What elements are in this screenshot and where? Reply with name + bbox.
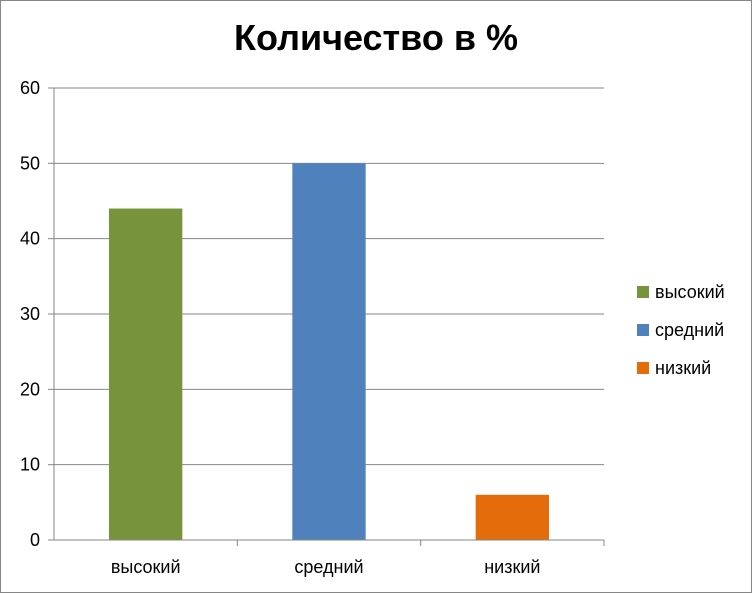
bars [109, 163, 549, 541]
x-tick-label: средний [294, 557, 363, 577]
legend-label-1: высокий [655, 282, 725, 302]
chart-title: Количество в % [234, 17, 518, 58]
y-tick-label: 50 [20, 153, 40, 173]
bar-2 [292, 163, 366, 541]
y-tick-label: 10 [20, 455, 40, 475]
y-tick-label: 60 [20, 78, 40, 98]
bar-1 [109, 208, 183, 541]
y-tick-label: 40 [20, 229, 40, 249]
legend-label-3: низкий [655, 358, 711, 378]
x-tick-label: высокий [111, 557, 181, 577]
legend-label-2: средний [655, 320, 724, 340]
x-tick-labels: высокий средний низкий [111, 557, 541, 577]
y-tick-labels: 0 10 20 30 40 50 60 [20, 78, 40, 550]
x-tick-label: низкий [484, 557, 540, 577]
legend: высокий средний низкий [637, 282, 725, 378]
bar-3 [475, 494, 549, 540]
legend-swatch-3 [637, 362, 649, 374]
y-tick-label: 0 [30, 530, 40, 550]
legend-swatch-1 [637, 286, 649, 298]
y-tick-label: 30 [20, 304, 40, 324]
legend-swatch-2 [637, 324, 649, 336]
axes [48, 87, 605, 546]
y-tick-label: 20 [20, 379, 40, 399]
